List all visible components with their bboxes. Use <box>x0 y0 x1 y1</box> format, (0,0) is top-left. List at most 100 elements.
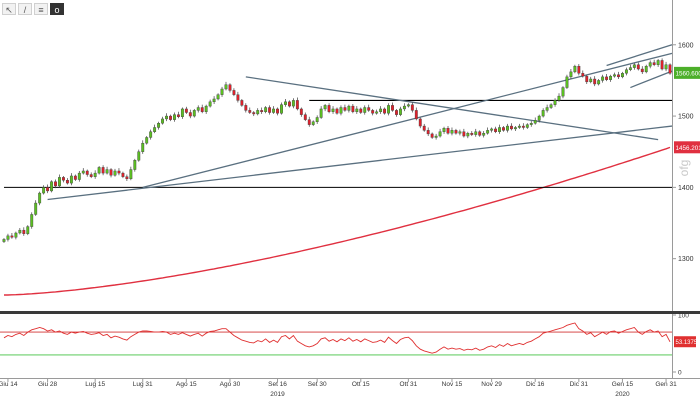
candle-body <box>431 134 433 138</box>
candle-body <box>260 110 262 111</box>
candle-body <box>550 105 552 108</box>
candle-body <box>522 126 524 127</box>
year-label: 2019 <box>270 391 285 398</box>
candle-body <box>471 133 473 134</box>
candle-body <box>582 73 584 76</box>
candle-body <box>205 106 207 112</box>
candle-body <box>490 129 492 130</box>
candle-body <box>229 85 231 91</box>
candle-body <box>320 109 322 118</box>
candle-body <box>665 65 667 69</box>
candle-body <box>15 233 17 237</box>
candle-body <box>142 143 144 152</box>
candle-body <box>653 63 655 65</box>
cursor-icon[interactable]: ↖ <box>2 3 16 15</box>
candle-body <box>395 110 397 114</box>
candle-body <box>360 109 362 113</box>
candle-body <box>562 88 564 97</box>
candle-body <box>510 126 512 129</box>
candle-body <box>42 187 44 193</box>
candle-body <box>574 66 576 72</box>
candle-body <box>586 76 588 82</box>
candle-body <box>633 65 635 68</box>
candle-body <box>268 108 270 113</box>
candle-body <box>494 129 496 132</box>
candle-body <box>221 89 223 95</box>
candle-body <box>407 105 409 106</box>
candle-body <box>641 69 643 72</box>
panel-separator <box>0 311 700 314</box>
candle-body <box>609 76 611 80</box>
rsi-tick-label: 100 <box>678 313 689 320</box>
candle-body <box>237 95 239 101</box>
candle-body <box>245 105 247 110</box>
y-tick-label: 1400 <box>678 185 694 192</box>
x-tick-label: Ott 31 <box>400 381 418 388</box>
candle-body <box>593 79 595 84</box>
candle-body <box>443 128 445 132</box>
candle-body <box>118 171 120 173</box>
ma-value-label: 1456.2012 <box>676 145 700 152</box>
x-tick-label: Ago 15 <box>176 381 197 388</box>
candle-body <box>601 77 603 81</box>
settings-icon[interactable]: o <box>50 3 64 15</box>
candle-body <box>502 127 504 130</box>
candle-body <box>153 127 155 131</box>
candle-body <box>189 113 191 117</box>
candle-body <box>193 110 195 116</box>
candle-body <box>98 167 100 173</box>
candle-body <box>403 106 405 109</box>
rsi-value-label: 53.1375 <box>676 340 698 346</box>
candle-body <box>300 109 302 115</box>
x-tick-label: Gen 15 <box>612 381 634 388</box>
candle-body <box>661 60 663 69</box>
candle-body <box>383 109 385 113</box>
draw-line-icon[interactable]: / <box>18 3 32 15</box>
candle-body <box>284 102 286 105</box>
candle-body <box>649 63 651 67</box>
x-tick-label: Nov 29 <box>481 381 502 388</box>
candle-body <box>371 110 373 113</box>
x-tick-label: Dic 16 <box>526 381 545 388</box>
candle-body <box>253 113 255 114</box>
candle-body <box>415 110 417 119</box>
candle-body <box>459 132 461 133</box>
candle-body <box>34 203 36 214</box>
candle-body <box>241 100 243 105</box>
candle-body <box>332 109 334 112</box>
candle-body <box>185 109 187 113</box>
candle-body <box>423 126 425 130</box>
candle-body <box>256 110 258 114</box>
indicator-icon[interactable]: ≡ <box>34 3 48 15</box>
candle-body <box>467 133 469 136</box>
candle-body <box>173 115 175 120</box>
candle-body <box>482 133 484 135</box>
candle-body <box>411 105 413 111</box>
candle-body <box>419 119 421 126</box>
candle-body <box>11 236 13 237</box>
candle-body <box>486 130 488 133</box>
rsi-tick-label: 0 <box>678 370 682 377</box>
candle-body <box>122 173 124 177</box>
candle-body <box>375 112 377 113</box>
candle-body <box>526 125 528 128</box>
candle-body <box>94 173 96 177</box>
candle-body <box>340 108 342 114</box>
candle-body <box>617 75 619 77</box>
candle-body <box>86 171 88 175</box>
candle-body <box>38 193 40 203</box>
candle-body <box>54 182 56 186</box>
x-tick-label: Giu 14 <box>0 381 18 388</box>
candle-body <box>106 170 108 174</box>
candle-body <box>554 100 556 104</box>
candle-body <box>181 109 183 117</box>
candle-body <box>427 130 429 134</box>
candle-body <box>558 96 560 100</box>
candle-body <box>209 102 211 106</box>
candle-body <box>82 171 84 173</box>
candle-body <box>138 152 140 161</box>
candle-body <box>478 132 480 136</box>
candle-body <box>46 187 48 191</box>
candle-body <box>657 60 659 64</box>
